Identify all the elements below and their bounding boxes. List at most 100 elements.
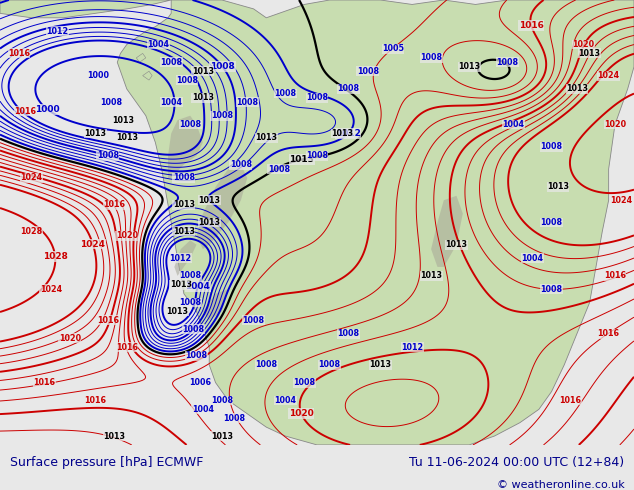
Text: 1008: 1008	[357, 67, 378, 75]
Text: 1008: 1008	[420, 53, 442, 62]
Polygon shape	[168, 116, 203, 178]
Point	[0, 441, 5, 449]
Text: 1008: 1008	[338, 84, 359, 94]
Text: 1016: 1016	[97, 316, 119, 325]
Text: 1008: 1008	[268, 165, 290, 173]
Text: 1008: 1008	[186, 351, 207, 361]
Polygon shape	[431, 196, 463, 267]
Text: 1020: 1020	[59, 334, 81, 343]
Polygon shape	[117, 0, 634, 445]
Point	[0, 441, 5, 449]
Text: 1000: 1000	[35, 105, 60, 114]
Polygon shape	[0, 0, 171, 18]
Text: 1013: 1013	[370, 360, 391, 369]
Text: 1016: 1016	[84, 396, 106, 405]
Point	[0, 441, 5, 449]
Text: 1008: 1008	[541, 142, 562, 151]
Text: 1008: 1008	[210, 62, 235, 71]
Point	[0, 441, 5, 449]
Point	[0, 441, 5, 449]
Polygon shape	[203, 289, 228, 320]
Text: 1012: 1012	[170, 253, 191, 263]
Text: 1008: 1008	[179, 298, 201, 307]
Text: 1004: 1004	[160, 98, 182, 107]
Text: 1012: 1012	[46, 26, 68, 36]
Text: 1024: 1024	[81, 240, 105, 249]
Text: 1008: 1008	[338, 329, 359, 338]
Point	[0, 441, 5, 449]
Text: 1020: 1020	[289, 409, 314, 418]
Text: 1005: 1005	[382, 45, 404, 53]
Text: 1008: 1008	[183, 325, 204, 334]
Text: 1008: 1008	[306, 151, 328, 160]
Text: 1008: 1008	[306, 94, 328, 102]
Text: 1013: 1013	[173, 200, 195, 209]
Text: 1008: 1008	[236, 98, 258, 107]
Text: 1016: 1016	[15, 107, 36, 116]
Text: 1008: 1008	[179, 271, 201, 280]
Text: 1013: 1013	[198, 218, 220, 227]
Text: 1013: 1013	[420, 271, 442, 280]
Text: 1016: 1016	[560, 396, 581, 405]
Text: 1008: 1008	[211, 396, 233, 405]
Text: 1013: 1013	[167, 307, 188, 316]
Text: © weatheronline.co.uk: © weatheronline.co.uk	[497, 480, 624, 490]
Text: 1008: 1008	[224, 414, 245, 423]
Text: 1016: 1016	[116, 343, 138, 351]
Point	[0, 441, 5, 449]
Text: 1016: 1016	[519, 21, 544, 30]
Text: 1024: 1024	[611, 196, 632, 205]
Text: 1008: 1008	[97, 151, 119, 160]
Point	[0, 441, 5, 449]
Text: 1013: 1013	[547, 182, 569, 192]
Text: 1016: 1016	[8, 49, 30, 58]
Point	[0, 441, 5, 449]
Polygon shape	[174, 240, 197, 276]
Text: 1004: 1004	[503, 120, 524, 129]
Text: 1008: 1008	[179, 120, 201, 129]
Text: 1013: 1013	[103, 432, 125, 441]
Text: 1008: 1008	[230, 160, 252, 169]
Polygon shape	[136, 53, 146, 62]
Text: 1008: 1008	[160, 58, 182, 67]
Text: 1013: 1013	[173, 227, 195, 236]
Text: 1013: 1013	[192, 94, 214, 102]
Text: 1004: 1004	[185, 282, 210, 291]
Text: 1008: 1008	[176, 75, 198, 85]
Point	[0, 441, 5, 449]
Point	[0, 441, 5, 449]
Text: 1013: 1013	[579, 49, 600, 58]
Text: 1016: 1016	[604, 271, 626, 280]
Text: Surface pressure [hPa] ECMWF: Surface pressure [hPa] ECMWF	[10, 456, 203, 468]
Text: 1006: 1006	[189, 378, 210, 387]
Text: 1024: 1024	[21, 173, 42, 182]
Text: 1008: 1008	[319, 360, 340, 369]
Text: 1013: 1013	[332, 129, 353, 138]
Text: 1000: 1000	[87, 71, 109, 80]
Text: 1008: 1008	[275, 89, 296, 98]
Text: 1004: 1004	[522, 253, 543, 263]
Point	[0, 441, 5, 449]
Text: 1028: 1028	[42, 252, 68, 261]
Text: 1024: 1024	[40, 285, 61, 294]
Text: 1008: 1008	[294, 378, 315, 387]
Text: 1008: 1008	[541, 285, 562, 294]
Text: 1004: 1004	[192, 405, 214, 414]
Text: 1016: 1016	[34, 378, 55, 387]
Text: 1012: 1012	[335, 129, 360, 138]
Text: 1013: 1013	[566, 84, 588, 94]
Text: 1013: 1013	[170, 280, 191, 289]
Text: 1012: 1012	[401, 343, 423, 351]
Text: Tu 11-06-2024 00:00 UTC (12+84): Tu 11-06-2024 00:00 UTC (12+84)	[410, 456, 624, 468]
Text: 1004: 1004	[148, 40, 169, 49]
Text: 1020: 1020	[573, 40, 594, 49]
Point	[0, 441, 5, 449]
Text: 1028: 1028	[20, 227, 43, 236]
Text: 1008: 1008	[100, 98, 122, 107]
Text: 1013: 1013	[84, 129, 106, 138]
Text: 1008: 1008	[541, 218, 562, 227]
Point	[0, 441, 5, 449]
Text: 1020: 1020	[116, 231, 138, 240]
Text: 1004: 1004	[275, 396, 296, 405]
Point	[0, 441, 5, 449]
